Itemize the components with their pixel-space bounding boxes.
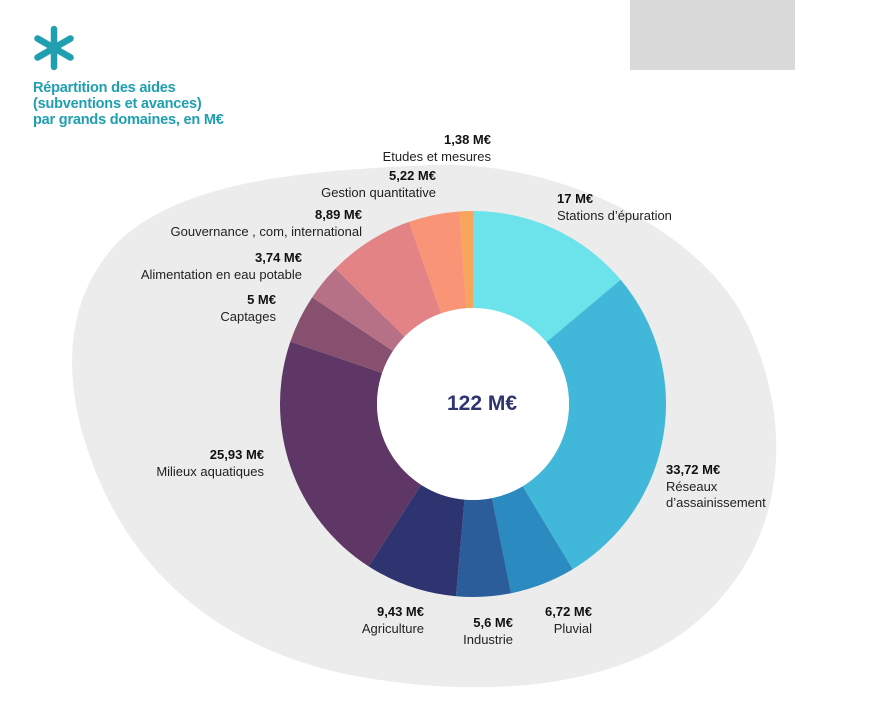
chart-title-line-2: (subventions et avances)	[33, 96, 202, 112]
donut-slice	[290, 297, 393, 373]
slice-labels: 17 M€ Stations d’épuration 33,72 M€ Réseaux…	[141, 132, 766, 647]
donut-slice	[491, 486, 573, 594]
slice-name-label: Milieux aquatiques	[156, 464, 264, 479]
donut-slice	[473, 211, 621, 343]
chart-title: Répartition des aides (subventions et av…	[33, 80, 293, 128]
donut-slice	[279, 341, 422, 567]
slice-name-label: Alimentation en eau potable	[141, 267, 302, 282]
donut-slice	[335, 221, 442, 337]
slice-value-label: 9,43 M€	[377, 604, 424, 619]
slice-name-label: Captages	[220, 309, 276, 324]
slice-name-label: Industrie	[463, 632, 513, 647]
slice-name-label: Gouvernance , com, international	[171, 224, 363, 239]
donut-slice	[459, 211, 473, 309]
slice-name-label: Stations d’épuration	[557, 208, 672, 223]
donut-slice	[408, 211, 467, 314]
slice-value-label: 5,6 M€	[473, 615, 513, 630]
donut-slice	[522, 279, 666, 570]
slice-value-label: 5 M€	[247, 292, 276, 307]
slice-value-label: 3,74 M€	[255, 250, 302, 265]
asterisk-icon	[34, 25, 74, 71]
slice-name-label: Etudes et mesures	[383, 149, 492, 164]
slice-name-label: d’assainissement	[666, 495, 766, 510]
donut-slice	[312, 268, 405, 351]
slice-value-label: 17 M€	[557, 191, 593, 206]
slice-name-label: Pluvial	[554, 621, 592, 636]
slice-name-label: Gestion quantitative	[321, 185, 436, 200]
chart-title-line-1: Répartition des aides	[33, 80, 176, 96]
chart-title-line-3: par grands domaines, en M€	[33, 112, 224, 128]
slice-value-label: 33,72 M€	[666, 462, 720, 477]
slice-name-label: Agriculture	[362, 621, 424, 636]
donut-slice	[368, 484, 465, 597]
donut-hole	[377, 308, 569, 500]
slice-value-label: 6,72 M€	[545, 604, 592, 619]
slice-value-label: 1,38 M€	[444, 132, 491, 147]
center-total-label: 122 M€	[447, 392, 517, 415]
header-gray-box	[630, 0, 795, 70]
slice-name-label: Réseaux	[666, 479, 718, 494]
donut-slice	[455, 498, 512, 597]
slice-value-label: 5,22 M€	[389, 168, 436, 183]
slice-value-label: 8,89 M€	[315, 207, 362, 222]
donut-slices	[279, 211, 666, 597]
slice-value-label: 25,93 M€	[210, 447, 264, 462]
